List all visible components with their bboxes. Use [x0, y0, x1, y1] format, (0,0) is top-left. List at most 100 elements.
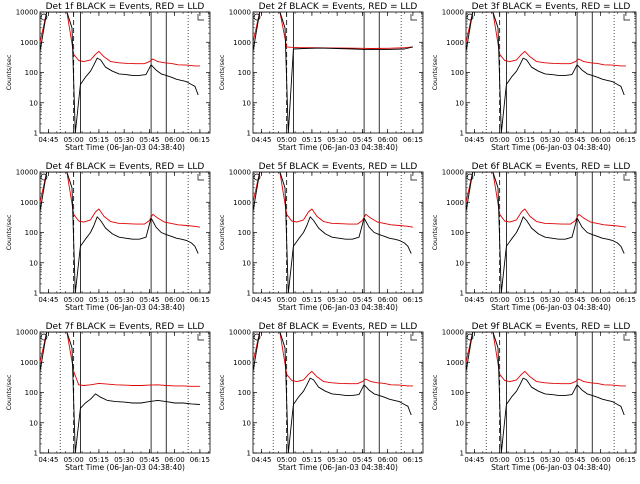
x-tick-label: 06:15: [403, 456, 423, 464]
x-tick-label: 05:00: [64, 296, 84, 304]
y-tick-label: 1000: [233, 359, 251, 367]
x-tick-label: 05:30: [540, 136, 560, 144]
y-tick-label: 1: [247, 130, 251, 138]
x-axis-label: Start Time (06-Jan-03 04:38:40): [491, 143, 611, 152]
plot-area: [253, 172, 413, 293]
x-tick-label: 04:45: [464, 136, 484, 144]
plot-frame: [465, 171, 637, 294]
state-marker-corner: [197, 334, 204, 341]
y-tick-label: 10000: [442, 9, 464, 17]
x-tick-label: 05:45: [139, 136, 159, 144]
y-axis-label: Counts/sec: [5, 54, 13, 90]
y-tick-label: 1: [247, 450, 251, 458]
lld-series-line: [253, 12, 413, 49]
lld-series-line: [40, 12, 200, 67]
plot-frame: [252, 171, 424, 294]
y-axis-label: Counts/sec: [431, 214, 439, 250]
y-tick-label: 1000: [20, 359, 38, 367]
x-tick-label: 05:15: [89, 136, 109, 144]
state-marker-corner: [623, 334, 630, 341]
plot-frame: [252, 331, 424, 454]
panel-title: Det 3f BLACK = Events, RED = LLD: [472, 2, 631, 12]
y-tick-label: 10000: [229, 9, 251, 17]
x-axis-label: Start Time (06-Jan-03 04:38:40): [491, 463, 611, 472]
state-marker-corner: [410, 334, 417, 341]
x-tick-label: 05:15: [89, 296, 109, 304]
x-axis-label: Start Time (06-Jan-03 04:38:40): [65, 463, 185, 472]
y-tick-label: 10: [29, 419, 38, 427]
panel-2: Det 2f BLACK = Events, RED = LLD 1 10 100 10…: [218, 2, 424, 152]
x-tick-label: 06:00: [165, 296, 185, 304]
x-tick-label: 06:00: [591, 456, 611, 464]
x-tick-label: 05:00: [277, 296, 297, 304]
state-marker-circle: [40, 13, 48, 21]
x-tick-label: 06:00: [591, 296, 611, 304]
state-marker-corner: [623, 14, 630, 21]
panel-title: Det 7f BLACK = Events, RED = LLD: [46, 322, 205, 332]
y-tick-label: 1: [34, 450, 38, 458]
y-tick-label: 1000: [446, 359, 464, 367]
x-axis-label: Start Time (06-Jan-03 04:38:40): [278, 463, 398, 472]
y-tick-label: 1: [460, 130, 464, 138]
x-tick-label: 06:00: [591, 136, 611, 144]
x-tick-label: 05:15: [515, 136, 535, 144]
y-tick-label: 10: [242, 419, 251, 427]
y-axis-label: Counts/sec: [218, 374, 226, 410]
y-tick-label: 10000: [229, 169, 251, 177]
x-tick-label: 05:15: [302, 456, 322, 464]
state-marker-circle: [253, 13, 261, 21]
state-marker-circle: [40, 333, 48, 341]
y-tick-label: 1000: [20, 199, 38, 207]
y-axis-label: Counts/sec: [431, 54, 439, 90]
x-tick-label: 05:30: [114, 456, 134, 464]
y-axis-label: Counts/sec: [431, 374, 439, 410]
y-tick-label: 1000: [233, 39, 251, 47]
y-tick-label: 1: [34, 130, 38, 138]
plot-frame: [252, 11, 424, 134]
y-tick-label: 10: [29, 259, 38, 267]
state-marker-corner: [197, 14, 204, 21]
x-tick-label: 06:15: [190, 136, 210, 144]
lld-series-line: [253, 332, 413, 387]
state-marker-circle: [466, 333, 474, 341]
events-series-line: [466, 332, 625, 453]
panel-title: Det 4f BLACK = Events, RED = LLD: [46, 162, 205, 172]
y-tick-label: 100: [451, 389, 464, 397]
x-tick-label: 06:15: [403, 136, 423, 144]
x-tick-label: 06:15: [403, 296, 423, 304]
events-series-line: [40, 12, 199, 133]
x-tick-label: 06:00: [165, 456, 185, 464]
lld-series-line: [466, 172, 626, 228]
plot-area: [466, 12, 626, 133]
x-tick-label: 05:00: [490, 136, 510, 144]
state-marker-circle: [466, 13, 474, 21]
x-tick-label: 06:15: [190, 456, 210, 464]
x-axis-label: Start Time (06-Jan-03 04:38:40): [65, 303, 185, 312]
y-tick-label: 1000: [233, 199, 251, 207]
x-tick-label: 05:30: [540, 456, 560, 464]
lld-series-line: [466, 12, 626, 67]
panel-7: Det 7f BLACK = Events, RED = LLD 1 10 100 10…: [5, 322, 211, 472]
x-tick-label: 05:15: [89, 456, 109, 464]
x-tick-label: 05:45: [139, 296, 159, 304]
state-marker-corner: [410, 174, 417, 181]
x-tick-label: 05:00: [64, 456, 84, 464]
events-series-line: [253, 12, 414, 133]
x-tick-label: 04:45: [464, 456, 484, 464]
y-tick-label: 10000: [229, 329, 251, 337]
y-tick-label: 100: [25, 69, 38, 77]
y-tick-label: 10000: [16, 329, 38, 337]
plot-area: [253, 332, 413, 453]
plot-area: [466, 172, 626, 293]
plot-area: [466, 332, 626, 453]
y-tick-label: 1: [460, 290, 464, 298]
events-series-line: [253, 172, 412, 293]
x-tick-label: 04:45: [38, 456, 58, 464]
x-axis-label: Start Time (06-Jan-03 04:38:40): [278, 143, 398, 152]
x-tick-label: 06:15: [616, 136, 636, 144]
plot-frame: [39, 171, 211, 294]
x-tick-label: 05:15: [515, 296, 535, 304]
y-tick-label: 1000: [20, 39, 38, 47]
lld-series-line: [40, 332, 200, 387]
